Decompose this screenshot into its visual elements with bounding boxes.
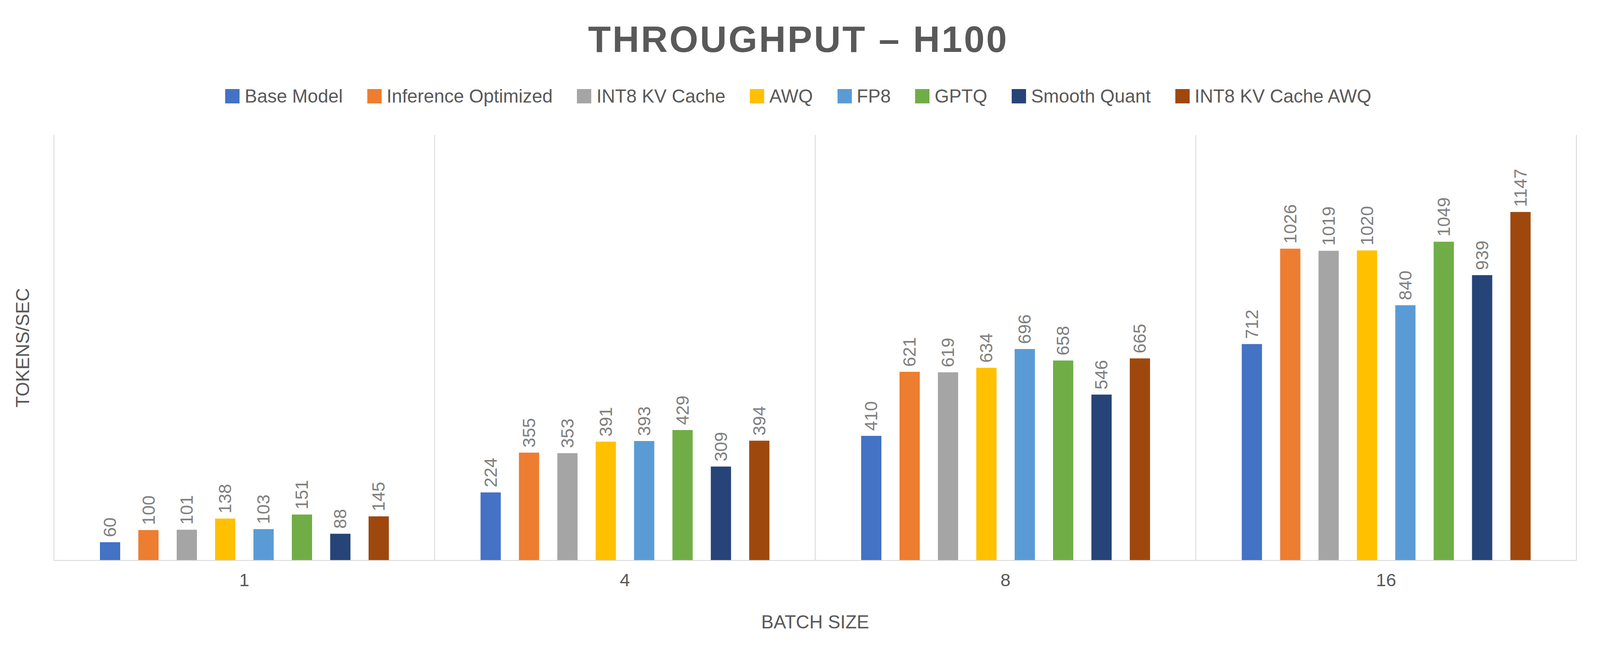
- svg-text:309: 309: [711, 431, 731, 461]
- html-text:FP8: FP8: [856, 85, 891, 107]
- svg-text:429: 429: [672, 395, 693, 425]
- svg-text:1049: 1049: [1433, 196, 1454, 237]
- svg-text:88: 88: [330, 508, 351, 529]
- svg-text:145: 145: [369, 481, 389, 512]
- html-text:Base Model: Base Model: [244, 85, 343, 107]
- svg-text:621: 621: [899, 336, 920, 367]
- svg-text:1019: 1019: [1318, 206, 1339, 246]
- svg-text:619: 619: [938, 337, 959, 367]
- svg-text:393: 393: [634, 406, 655, 436]
- svg-text:665: 665: [1130, 323, 1151, 353]
- html-text:Inference Optimized: Inference Optimized: [386, 85, 553, 107]
- svg-text:100: 100: [138, 495, 159, 525]
- svg-text:BATCH SIZE: BATCH SIZE: [761, 611, 870, 632]
- html-text:INT8 KV Cache AWQ: INT8 KV Cache AWQ: [1194, 85, 1372, 107]
- html-text:THROUGHPUT – H100: THROUGHPUT – H100: [588, 18, 1009, 60]
- svg-text:8: 8: [1000, 569, 1011, 590]
- svg-text:4: 4: [619, 569, 631, 590]
- svg-text:939: 939: [1472, 240, 1493, 270]
- svg-text:840: 840: [1395, 270, 1416, 300]
- svg-text:16: 16: [1376, 569, 1397, 590]
- svg-text:138: 138: [215, 483, 236, 514]
- svg-text:1026: 1026: [1280, 204, 1301, 244]
- svg-text:1020: 1020: [1357, 205, 1377, 246]
- svg-text:410: 410: [861, 401, 882, 431]
- svg-text:658: 658: [1053, 325, 1074, 356]
- svg-text:224: 224: [480, 457, 501, 488]
- svg-text:103: 103: [253, 494, 274, 524]
- html-text:INT8 KV Cache: INT8 KV Cache: [596, 85, 726, 107]
- svg-text:1147: 1147: [1510, 168, 1531, 207]
- html-text:Smooth Quant: Smooth Quant: [1031, 85, 1151, 107]
- svg-text:394: 394: [749, 405, 770, 436]
- svg-text:712: 712: [1241, 309, 1262, 339]
- html-text:AWQ: AWQ: [769, 85, 813, 107]
- svg-text:353: 353: [557, 418, 578, 448]
- svg-text:1: 1: [239, 569, 250, 590]
- svg-text:355: 355: [519, 417, 539, 448]
- svg-text:151: 151: [292, 479, 313, 510]
- svg-text:101: 101: [177, 494, 197, 525]
- svg-text:634: 634: [976, 332, 997, 363]
- svg-text:TOKENS/SEC: TOKENS/SEC: [12, 288, 33, 408]
- html-text:GPTQ: GPTQ: [934, 85, 988, 107]
- svg-text:546: 546: [1091, 359, 1112, 390]
- svg-text:391: 391: [595, 406, 616, 437]
- svg-text:60: 60: [100, 517, 121, 537]
- svg-text:696: 696: [1015, 314, 1035, 344]
